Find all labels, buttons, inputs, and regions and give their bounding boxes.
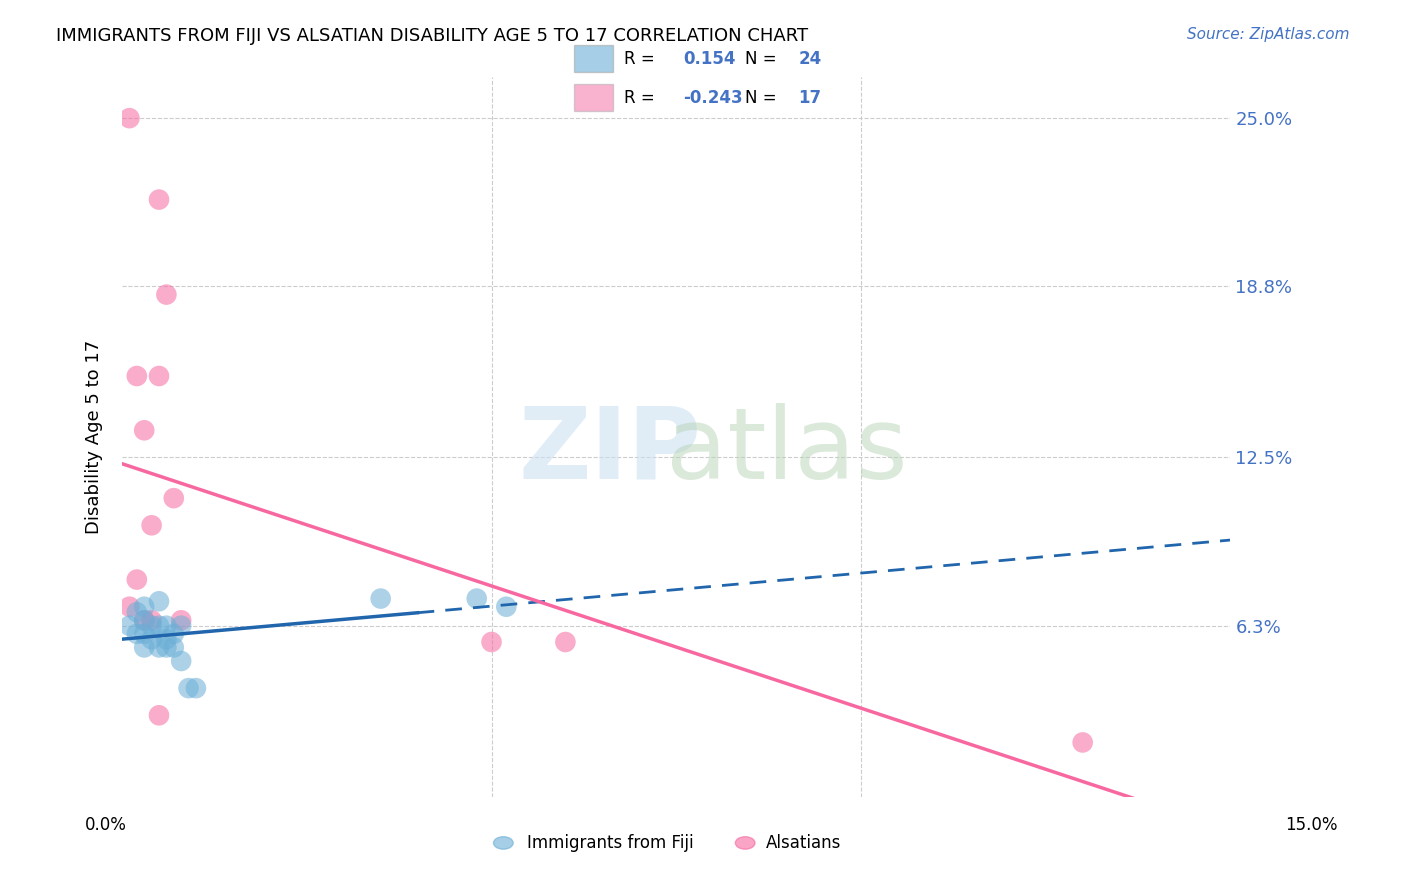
Point [163, 491, 186, 505]
Text: atlas: atlas [666, 403, 908, 500]
Point [481, 635, 503, 649]
Text: N =: N = [745, 50, 776, 68]
Point [125, 627, 148, 641]
Point [148, 618, 170, 632]
FancyBboxPatch shape [574, 45, 613, 72]
Text: 0.154: 0.154 [683, 50, 735, 68]
Y-axis label: Disability Age 5 to 17: Disability Age 5 to 17 [86, 340, 103, 534]
Point [118, 618, 141, 632]
Text: Immigrants from Fiji: Immigrants from Fiji [527, 834, 695, 852]
Text: R =: R = [624, 50, 655, 68]
Point [163, 627, 186, 641]
Point [170, 613, 193, 627]
Point [177, 681, 200, 695]
Point [554, 635, 576, 649]
Point [141, 618, 163, 632]
Text: -0.243: -0.243 [683, 88, 742, 106]
Text: 0.0%: 0.0% [84, 816, 127, 834]
Point [118, 599, 141, 614]
Text: 17: 17 [799, 88, 821, 106]
Point [170, 618, 193, 632]
Point [134, 613, 156, 627]
Point [134, 599, 156, 614]
Point [495, 599, 517, 614]
Point [1071, 735, 1094, 749]
Point [148, 193, 170, 207]
Point [118, 111, 141, 125]
FancyBboxPatch shape [574, 84, 613, 112]
Point [125, 573, 148, 587]
Point [134, 627, 156, 641]
Text: Source: ZipAtlas.com: Source: ZipAtlas.com [1187, 27, 1350, 42]
Point [134, 640, 156, 655]
Text: IMMIGRANTS FROM FIJI VS ALSATIAN DISABILITY AGE 5 TO 17 CORRELATION CHART: IMMIGRANTS FROM FIJI VS ALSATIAN DISABIL… [56, 27, 808, 45]
Point [155, 632, 177, 647]
Point [148, 640, 170, 655]
Point [134, 423, 156, 437]
Point [170, 654, 193, 668]
Point [370, 591, 392, 606]
Point [125, 605, 148, 619]
Point [465, 591, 488, 606]
Point [184, 681, 207, 695]
Text: Alsatians: Alsatians [766, 834, 842, 852]
Point [134, 613, 156, 627]
Point [141, 632, 163, 647]
Point [148, 369, 170, 384]
Text: R =: R = [624, 88, 655, 106]
Point [155, 287, 177, 301]
Point [148, 594, 170, 608]
Point [141, 613, 163, 627]
Text: ZIP: ZIP [519, 403, 702, 500]
Point [141, 518, 163, 533]
Text: 15.0%: 15.0% [1285, 816, 1339, 834]
Point [148, 708, 170, 723]
Point [155, 618, 177, 632]
Point [125, 369, 148, 384]
Text: N =: N = [745, 88, 776, 106]
Point [155, 640, 177, 655]
Text: 24: 24 [799, 50, 823, 68]
Point [163, 640, 186, 655]
